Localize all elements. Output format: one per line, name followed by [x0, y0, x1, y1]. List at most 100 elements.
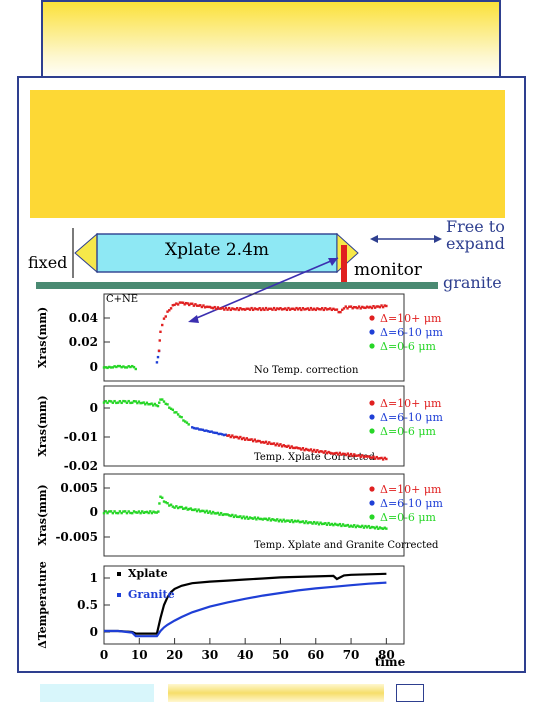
data-point — [325, 523, 329, 526]
data-point — [362, 455, 366, 459]
data-point — [330, 452, 334, 455]
data-point — [251, 517, 255, 520]
data-point — [116, 401, 120, 404]
data-point — [175, 505, 178, 508]
data-point — [383, 304, 386, 307]
data-point — [169, 307, 173, 310]
data-point — [268, 307, 271, 310]
data-point — [327, 307, 330, 311]
data-point — [186, 302, 189, 305]
data-point — [106, 511, 109, 515]
data-point — [256, 439, 260, 443]
data-point — [276, 442, 279, 445]
data-point — [213, 305, 216, 309]
data-point — [269, 442, 273, 446]
data-point — [180, 505, 183, 509]
data-point — [145, 401, 149, 404]
data-point — [296, 308, 300, 311]
data-point — [123, 400, 127, 403]
data-point — [237, 308, 240, 312]
data-point — [272, 442, 276, 445]
xtick-label: 20 — [166, 648, 183, 662]
data-point — [329, 523, 332, 526]
data-point — [253, 516, 257, 519]
data-point — [205, 429, 208, 432]
data-point — [189, 302, 192, 305]
data-point — [162, 317, 166, 320]
data-point — [232, 436, 236, 439]
data-point — [373, 457, 377, 460]
data-point — [354, 454, 358, 458]
data-point — [375, 525, 378, 529]
data-point — [287, 306, 290, 310]
xtick-label: 0 — [100, 648, 108, 662]
data-point — [274, 443, 277, 447]
data-point — [296, 446, 300, 450]
data-point — [311, 308, 314, 311]
data-point — [239, 515, 242, 518]
data-point — [317, 523, 321, 526]
data-point — [370, 456, 374, 459]
data-point — [197, 304, 200, 307]
data-point — [229, 308, 232, 312]
data-point — [362, 306, 366, 309]
data-point — [111, 401, 115, 404]
data-point — [123, 366, 127, 369]
data-point — [198, 428, 201, 431]
data-point — [178, 505, 182, 509]
data-point — [364, 524, 367, 528]
data-point — [203, 511, 207, 514]
data-point — [377, 527, 380, 530]
data-point — [159, 398, 162, 401]
ytick-label: 0 — [90, 401, 98, 415]
legend-marker — [369, 428, 375, 434]
data-point — [229, 435, 232, 439]
data-point — [317, 450, 321, 454]
data-point — [296, 519, 300, 522]
data-point — [357, 305, 361, 308]
data-point — [139, 511, 142, 515]
data-point — [201, 428, 205, 432]
data-point — [284, 444, 287, 448]
data-point — [293, 446, 297, 450]
data-point — [301, 447, 305, 450]
data-point — [361, 524, 364, 528]
data-point — [200, 509, 204, 513]
data-point — [131, 401, 134, 404]
ylabel: ΔTemperature — [36, 561, 49, 649]
ytick-label: -0.02 — [64, 459, 98, 473]
data-point — [377, 305, 380, 308]
ylabel: Xras(mm) — [36, 395, 49, 456]
free-to-expand-label-2: expand — [446, 234, 505, 253]
data-point — [284, 307, 287, 310]
plot-frame-2 — [103, 385, 405, 467]
data-point — [137, 510, 141, 513]
yellow-header-area — [30, 90, 505, 218]
data-point — [314, 308, 317, 312]
data-point — [337, 523, 340, 527]
data-point — [250, 516, 253, 520]
ytick-label: -0.005 — [55, 530, 98, 544]
data-point — [184, 506, 188, 509]
data-point — [295, 306, 298, 310]
data-point — [175, 411, 178, 414]
data-point — [354, 525, 358, 529]
data-point — [351, 525, 354, 528]
monitor-bar — [341, 245, 347, 282]
data-point — [224, 433, 227, 436]
data-point — [148, 402, 152, 406]
data-point — [369, 526, 372, 530]
data-point — [264, 440, 268, 444]
xplate-bar — [96, 233, 338, 273]
data-point — [207, 511, 210, 515]
data-point — [333, 522, 337, 526]
data-point — [111, 511, 115, 515]
data-point — [215, 512, 218, 515]
data-point — [349, 305, 353, 308]
data-point — [116, 364, 120, 368]
data-point — [338, 451, 342, 455]
data-point — [242, 436, 245, 440]
data-point — [129, 401, 132, 405]
data-point — [322, 522, 325, 525]
data-point — [353, 305, 356, 309]
